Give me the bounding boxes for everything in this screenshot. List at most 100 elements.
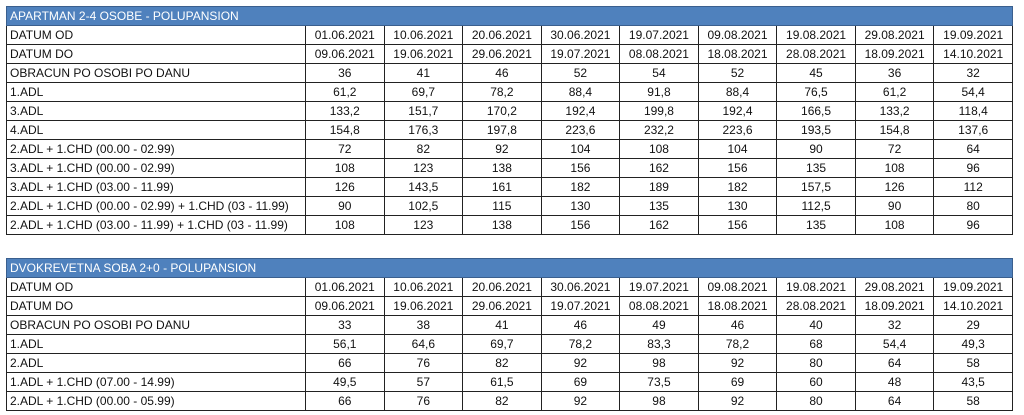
row-label: DATUM DO bbox=[6, 44, 306, 64]
value-cell: 108 bbox=[854, 215, 935, 235]
row-label: 2.ADL + 1.CHD (03.00 - 11.99) + 1.CHD (0… bbox=[6, 215, 306, 235]
value-cell: 29.06.2021 bbox=[462, 296, 542, 316]
value-cell: 123 bbox=[383, 158, 464, 178]
value-cell: 54,4 bbox=[933, 82, 1013, 102]
value-cell: 19.06.2021 bbox=[383, 44, 464, 64]
value-cell: 90 bbox=[776, 139, 856, 159]
value-cell: 182 bbox=[697, 177, 778, 197]
value-cell: 112 bbox=[933, 177, 1013, 197]
value-cell: 19.09.2021 bbox=[933, 277, 1013, 297]
value-cell: 49 bbox=[619, 315, 699, 335]
row-label: 1.ADL + 1.CHD (07.00 - 14.99) bbox=[6, 372, 306, 392]
value-cell: 46 bbox=[697, 315, 778, 335]
value-cell: 61,2 bbox=[305, 82, 385, 102]
value-cell: 09.06.2021 bbox=[305, 296, 385, 316]
value-cell: 56,1 bbox=[305, 334, 385, 354]
value-cell: 193,5 bbox=[776, 120, 856, 140]
row-label: 4.ADL bbox=[6, 120, 306, 140]
value-cell: 80 bbox=[776, 353, 856, 373]
value-cell: 08.08.2021 bbox=[619, 296, 699, 316]
value-cell: 66 bbox=[305, 391, 385, 411]
value-cell: 14.10.2021 bbox=[933, 296, 1013, 316]
value-cell: 112,5 bbox=[776, 196, 856, 216]
table-row: DATUM OD 01.06.2021 10.06.2021 20.06.2021 30… bbox=[6, 277, 1013, 297]
value-cell: 135 bbox=[619, 196, 699, 216]
table-title: DVOKREVETNA SOBA 2+0 - POLUPANSION bbox=[6, 258, 1013, 278]
value-cell: 232,2 bbox=[619, 120, 699, 140]
row-label: 3.ADL bbox=[6, 101, 306, 121]
value-cell: 199,8 bbox=[619, 101, 699, 121]
row-label: 2.ADL + 1.CHD (00.00 - 05.99) bbox=[6, 391, 306, 411]
value-cell: 36 bbox=[305, 63, 385, 83]
row-label: 2.ADL + 1.CHD (00.00 - 02.99) bbox=[6, 139, 306, 159]
row-label: DATUM DO bbox=[6, 296, 306, 316]
value-cell: 19.06.2021 bbox=[383, 296, 464, 316]
value-cell: 60 bbox=[776, 372, 856, 392]
value-cell: 49,3 bbox=[933, 334, 1013, 354]
value-cell: 46 bbox=[540, 315, 621, 335]
row-label: DATUM OD bbox=[6, 25, 306, 45]
value-cell: 130 bbox=[697, 196, 778, 216]
value-cell: 73,5 bbox=[619, 372, 699, 392]
value-cell: 138 bbox=[462, 215, 542, 235]
row-label: 1.ADL bbox=[6, 334, 306, 354]
value-cell: 64,6 bbox=[383, 334, 464, 354]
value-cell: 28.08.2021 bbox=[776, 44, 856, 64]
value-cell: 80 bbox=[776, 391, 856, 411]
value-cell: 19.07.2021 bbox=[619, 25, 699, 45]
table-title-row: APARTMAN 2-4 OSOBE - POLUPANSION bbox=[6, 6, 1013, 26]
value-cell: 176,3 bbox=[383, 120, 464, 140]
table-row: 1.ADL 61,2 69,7 78,2 88,4 91,8 88,4 76,5 61,2 54,… bbox=[6, 82, 1013, 102]
value-cell: 161 bbox=[462, 177, 542, 197]
value-cell: 18.08.2021 bbox=[697, 44, 778, 64]
value-cell: 78,2 bbox=[540, 334, 621, 354]
value-cell: 64 bbox=[854, 353, 935, 373]
table-title-row: DVOKREVETNA SOBA 2+0 - POLUPANSION bbox=[6, 258, 1013, 278]
value-cell: 32 bbox=[933, 63, 1013, 83]
value-cell: 154,8 bbox=[854, 120, 935, 140]
value-cell: 102,5 bbox=[383, 196, 464, 216]
value-cell: 189 bbox=[619, 177, 699, 197]
value-cell: 108 bbox=[619, 139, 699, 159]
value-cell: 19.07.2021 bbox=[540, 296, 621, 316]
value-cell: 92 bbox=[462, 139, 542, 159]
value-cell: 18.09.2021 bbox=[854, 296, 935, 316]
value-cell: 20.06.2021 bbox=[462, 25, 542, 45]
value-cell: 143,5 bbox=[383, 177, 464, 197]
table-row: 2.ADL + 1.CHD (03.00 - 11.99) + 1.CHD (0… bbox=[6, 215, 1013, 235]
table-row: 4.ADL 154,8 176,3 197,8 223,6 232,2 223,6 193,5… bbox=[6, 120, 1013, 140]
value-cell: 54 bbox=[619, 63, 699, 83]
value-cell: 156 bbox=[540, 158, 621, 178]
value-cell: 52 bbox=[540, 63, 621, 83]
value-cell: 126 bbox=[854, 177, 935, 197]
value-cell: 170,2 bbox=[462, 101, 542, 121]
value-cell: 118,4 bbox=[933, 101, 1013, 121]
value-cell: 104 bbox=[697, 139, 778, 159]
value-cell: 83,3 bbox=[619, 334, 699, 354]
value-cell: 29 bbox=[933, 315, 1013, 335]
value-cell: 01.06.2021 bbox=[305, 25, 385, 45]
value-cell: 10.06.2021 bbox=[383, 25, 464, 45]
value-cell: 138 bbox=[462, 158, 542, 178]
value-cell: 108 bbox=[854, 158, 935, 178]
value-cell: 52 bbox=[697, 63, 778, 83]
value-cell: 18.08.2021 bbox=[697, 296, 778, 316]
value-cell: 09.08.2021 bbox=[697, 277, 778, 297]
value-cell: 197,8 bbox=[462, 120, 542, 140]
value-cell: 61,2 bbox=[854, 82, 935, 102]
value-cell: 38 bbox=[383, 315, 464, 335]
value-cell: 29.08.2021 bbox=[854, 277, 935, 297]
value-cell: 92 bbox=[697, 353, 778, 373]
value-cell: 96 bbox=[933, 158, 1013, 178]
value-cell: 29.08.2021 bbox=[854, 25, 935, 45]
value-cell: 82 bbox=[462, 353, 542, 373]
value-cell: 19.07.2021 bbox=[540, 44, 621, 64]
value-cell: 133,2 bbox=[305, 101, 385, 121]
value-cell: 68 bbox=[776, 334, 856, 354]
value-cell: 76 bbox=[383, 353, 464, 373]
value-cell: 104 bbox=[540, 139, 621, 159]
value-cell: 09.08.2021 bbox=[697, 25, 778, 45]
row-label: DATUM OD bbox=[6, 277, 306, 297]
value-cell: 92 bbox=[540, 353, 621, 373]
value-cell: 36 bbox=[854, 63, 935, 83]
